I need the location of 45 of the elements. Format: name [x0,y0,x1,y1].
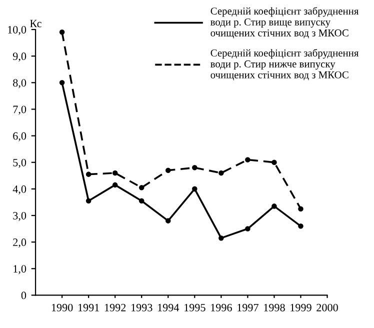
x-tick-label: 1990 [52,304,73,312]
point [192,165,198,170]
legend-label: Середній коефіцієнт забруднення води р. Стир нижче випуску очищених стічних вод з МКОС [210,48,359,80]
point [272,160,277,165]
point [218,170,224,176]
x-tick-label: 1999 [290,304,312,312]
y-tick-label: 0 [21,292,26,300]
point [112,170,118,176]
point [192,186,198,192]
x-tick-label: 1992 [104,304,126,312]
point [165,218,171,224]
x-tick-label: 1998 [264,304,285,312]
point [165,168,171,173]
point [59,30,65,35]
x-tick-label: 1993 [131,304,152,312]
point [298,223,304,229]
point [245,157,250,162]
x-tick-label: 1996 [211,304,232,312]
y-tick-label: 1,0 [14,265,26,274]
point [59,80,65,86]
point [112,182,118,188]
y-tick-label: 5,0 [13,158,26,168]
x-tick-label: 1997 [238,304,258,312]
y-tick-label: 6,0 [13,132,26,142]
x-tick-label: 1991 [78,304,100,312]
point [86,198,92,204]
y-tick-label: 4,0 [12,185,26,194]
point [245,226,250,232]
x-tick-label: 1994 [158,304,180,312]
y-axis-title: Кс [30,20,42,28]
legend-label: Середній коефіцієнт забруднення води р. Стир вище випуску очищених стічних вод з МКОС [210,7,359,38]
point [138,198,144,204]
point [86,172,92,177]
x-tick-label: 2000 [316,304,338,312]
point [218,235,224,241]
y-tick-label: 8,0 [13,79,26,88]
point [138,184,144,190]
y-tick-label: 3,0 [13,212,26,222]
x-tick-label: 1995 [184,304,206,312]
point [272,204,277,209]
y-tick-label: 7,0 [13,106,26,115]
y-tick-label: 10,0 [8,26,26,36]
point [298,206,304,212]
y-tick-label: 9,0 [12,52,26,62]
y-tick-label: 2,0 [13,238,26,248]
